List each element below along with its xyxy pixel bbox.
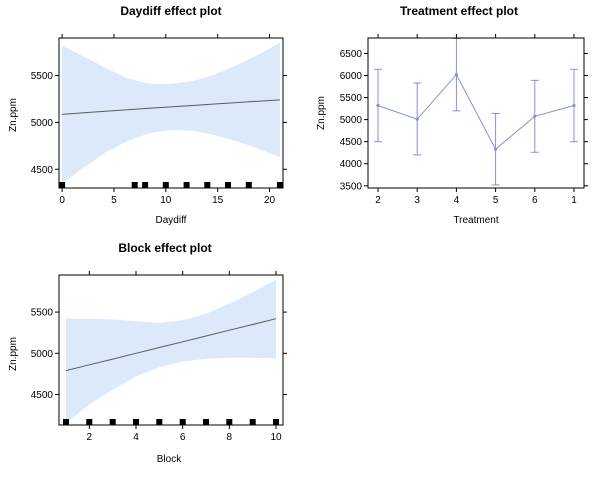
x-tick-label: 0 <box>59 195 65 206</box>
rug-mark <box>179 419 186 425</box>
x-tick-label: 3 <box>414 195 420 206</box>
fit-line <box>65 318 277 372</box>
rug-mark <box>131 182 138 188</box>
effect-point <box>572 103 576 108</box>
x-tick-label: 8 <box>227 432 233 443</box>
rug-mark <box>226 419 233 425</box>
y-tick-label: 3500 <box>340 181 363 192</box>
rug-mark <box>245 182 252 188</box>
y-tick-label: 4500 <box>31 165 54 176</box>
chart-title: Daydiff effect plot <box>120 4 221 18</box>
x-tick-label: 6 <box>180 432 186 443</box>
plot-frame <box>58 274 284 426</box>
x-tick-label: 5 <box>111 195 117 206</box>
fit-line <box>62 99 280 115</box>
rug-mark <box>142 182 149 188</box>
chart-title: Treatment effect plot <box>400 4 518 18</box>
confidence-band <box>62 42 280 184</box>
rug-mark <box>276 182 283 188</box>
y-tick-label: 5000 <box>340 115 363 126</box>
effect-point <box>533 114 537 118</box>
chart-title: Block effect plot <box>118 241 211 255</box>
x-tick-label: 4 <box>133 432 139 443</box>
x-tick-label: 2 <box>375 195 381 206</box>
rug-mark <box>63 419 69 425</box>
y-tick-label: 5500 <box>31 308 54 319</box>
y-tick-label: 4000 <box>340 159 363 170</box>
x-tick-label: 10 <box>160 195 172 206</box>
rug-mark <box>183 182 190 188</box>
y-axis-label: Zn.ppm <box>8 337 19 371</box>
rug-mark <box>133 419 139 425</box>
rug-mark <box>156 419 163 425</box>
rug-mark <box>204 182 211 188</box>
block-effect-panel: Block effect plot Block Zn.ppm 2 4 6 8 10 450… <box>8 241 287 465</box>
confidence-band <box>66 279 276 424</box>
y-axis-label: Zn.ppm <box>8 98 19 132</box>
y-tick-label: 5500 <box>31 71 54 82</box>
y-tick-label: 4500 <box>340 137 363 148</box>
x-tick-label: 1 <box>571 195 577 206</box>
x-axis-label: Daydiff <box>156 215 187 226</box>
rug-mark <box>203 419 209 425</box>
effect-point <box>376 103 380 108</box>
x-tick-label: 15 <box>212 195 224 206</box>
x-axis-label: Block <box>157 454 182 465</box>
effect-line <box>377 73 575 150</box>
rug-mark <box>59 182 66 188</box>
x-tick-label: 5 <box>493 195 499 206</box>
rug-mark <box>109 419 116 425</box>
x-tick-label: 2 <box>87 432 93 443</box>
y-tick-label: 5000 <box>31 118 54 129</box>
y-tick-label: 6000 <box>340 71 363 82</box>
x-tick-label: 10 <box>270 432 282 443</box>
y-tick-label: 6500 <box>340 49 363 60</box>
rug-mark <box>273 419 279 425</box>
effect-point <box>415 117 419 121</box>
x-tick-label: 6 <box>532 195 538 206</box>
y-tick-label: 5500 <box>340 93 363 104</box>
rug-mark <box>86 419 93 425</box>
y-tick-label: 5000 <box>31 349 54 360</box>
x-axis-label: Treatment <box>453 215 498 226</box>
effect-point <box>454 73 458 77</box>
y-tick-label: 4500 <box>31 390 54 401</box>
rug-mark <box>249 419 256 425</box>
plot-frame <box>367 37 585 189</box>
daydiff-effect-panel: Daydiff effect plot Daydiff Zn.ppm 0 5 10 1… <box>8 4 287 226</box>
rug-mark <box>162 182 169 188</box>
treatment-effect-panel: Treatment effect plot Treatment Zn.ppm 2… <box>316 4 588 226</box>
rug-mark <box>225 182 231 188</box>
plot-frame <box>58 37 284 189</box>
effect-point <box>494 147 498 151</box>
x-tick-label: 20 <box>264 195 276 206</box>
x-tick-label: 4 <box>454 195 460 206</box>
y-axis-label: Zn.ppm <box>316 96 327 130</box>
